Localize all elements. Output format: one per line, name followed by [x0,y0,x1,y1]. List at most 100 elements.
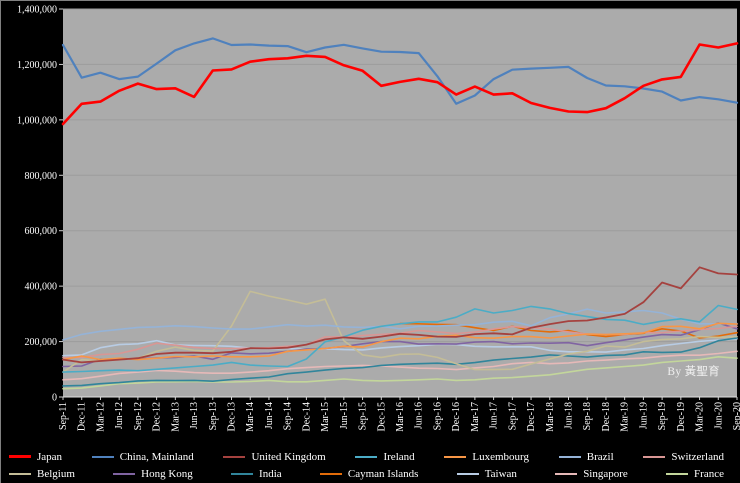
svg-text:Dec-15: Dec-15 [376,402,387,431]
legend-label: Singapore [583,467,628,480]
series-line-singapore [62,350,738,381]
svg-text:Jun-20: Jun-20 [713,402,724,429]
legend-swatch-india [231,472,254,475]
series-line-japan [61,42,739,126]
legend-label: China, Mainland [119,450,194,463]
svg-text:200,000: 200,000 [25,337,58,348]
svg-text:1,400,000: 1,400,000 [17,5,57,16]
svg-text:Jun-15: Jun-15 [339,402,350,429]
svg-text:Mar-20: Mar-20 [695,402,706,432]
svg-text:Dec-16: Dec-16 [451,402,462,431]
svg-text:Sep-15: Sep-15 [358,402,369,430]
svg-text:Sep-19: Sep-19 [657,402,668,430]
legend-swatch-france [666,472,689,475]
legend-item-luxembourg: Luxembourg [444,451,529,463]
legend-label: Hong Kong [141,467,193,480]
legend-label: Switzerland [671,450,724,463]
legend-item-india: India [231,468,282,480]
svg-text:Mar-17: Mar-17 [470,402,481,432]
legend-item-hong-kong: Hong Kong [113,468,193,480]
svg-text:Sep-18: Sep-18 [582,402,593,430]
svg-text:Dec-14: Dec-14 [301,402,312,431]
legend-label: Taiwan [484,467,517,480]
svg-text:Jun-12: Jun-12 [114,402,125,429]
legend-swatch-singapore [555,472,578,475]
svg-text:Sep-16: Sep-16 [432,402,443,430]
series-line-brazil [62,308,738,341]
svg-text:Dec-17: Dec-17 [526,402,537,431]
legend-item-france: France [666,468,724,480]
legend-item-china-mainland: China, Mainland [91,450,194,463]
svg-text:400,000: 400,000 [25,282,58,293]
legend-swatch-cayman-islands [319,472,342,475]
legend-item-taiwan: Taiwan [456,467,517,480]
legend-label: France [694,467,724,480]
svg-text:Dec-11: Dec-11 [77,402,88,431]
svg-text:600,000: 600,000 [25,226,58,237]
svg-text:Dec-13: Dec-13 [227,402,238,431]
watermark: By 黃聖育 [667,366,720,378]
legend-item-brazil: Brazil [558,450,614,463]
svg-text:Jun-14: Jun-14 [264,402,275,429]
legend-label: Belgium [37,467,75,480]
legend-item-belgium: Belgium [9,468,75,480]
svg-text:Jun-19: Jun-19 [638,402,649,429]
legend-label: India [259,467,282,480]
svg-text:Mar-13: Mar-13 [170,402,181,432]
svg-text:0: 0 [52,393,57,404]
svg-text:1,200,000: 1,200,000 [17,60,57,71]
legend-item-united-kingdom: United Kingdom [223,450,326,463]
y-axis-labels: 0 200,000 400,000 600,000 800,000 1,000,000 1,… [17,5,57,404]
svg-text:Mar-15: Mar-15 [320,402,331,432]
series-lines [61,37,739,390]
legend-item-japan: Japan [9,451,62,463]
legend-swatch-japan [9,455,31,458]
legend-swatch-luxembourg [444,455,467,458]
svg-text:Sep-13: Sep-13 [208,402,219,430]
chart-legend: Japan China, Mainland United Kingdom Irelan… [1,448,740,482]
legend-item-singapore: Singapore [555,468,628,480]
legend-label: Ireland [383,450,415,463]
svg-text:Sep-11: Sep-11 [58,402,69,430]
legend-row-2: Belgium Hong Kong India Cayman Islands Taiwa… [1,465,740,482]
svg-text:Mar-18: Mar-18 [545,402,556,432]
svg-text:1,000,000: 1,000,000 [17,115,57,126]
series-line-france [62,356,738,390]
legend-swatch-belgium [9,472,31,475]
svg-text:Sep-12: Sep-12 [133,402,144,430]
legend-item-cayman-islands: Cayman Islands [319,468,418,480]
svg-text:Mar-14: Mar-14 [245,402,256,432]
legend-label: Japan [37,450,63,463]
series-line-united-kingdom [62,266,738,364]
plot-area [63,9,737,397]
svg-text:Jun-18: Jun-18 [564,402,575,429]
svg-text:Jun-16: Jun-16 [414,402,425,429]
legend-item-ireland: Ireland [355,450,415,463]
svg-text:800,000: 800,000 [25,171,58,182]
svg-text:Mar-19: Mar-19 [620,402,631,432]
series-line-india [62,337,738,387]
legend-swatch-hong-kong [113,472,136,475]
legend-label: Luxembourg [472,450,530,463]
svg-text:Dec-19: Dec-19 [676,402,687,431]
legend-item-switzerland: Switzerland [643,451,724,463]
svg-text:Sep-17: Sep-17 [507,402,518,430]
legend-label: Brazil [586,450,614,463]
legend-swatch-united-kingdom [223,455,246,458]
legend-swatch-ireland [355,455,378,458]
svg-text:Dec-18: Dec-18 [601,402,612,431]
svg-text:Sep-14: Sep-14 [283,402,294,430]
legend-swatch-china-mainland [91,455,114,458]
svg-text:Mar-16: Mar-16 [395,402,406,432]
svg-text:Jun-17: Jun-17 [489,402,500,429]
legend-row-1: Japan China, Mainland United Kingdom Irelan… [1,448,740,465]
line-chart-plot: 0 200,000 400,000 600,000 800,000 1,000,000 1,… [17,5,740,432]
svg-text:Dec-12: Dec-12 [152,402,163,431]
legend-label: United Kingdom [251,450,326,463]
series-line-china-mainland [61,37,739,105]
svg-text:Mar-12: Mar-12 [95,402,106,432]
series-line-hong-kong [62,322,738,368]
series-line-ireland [62,304,738,373]
legend-swatch-taiwan [456,472,479,475]
